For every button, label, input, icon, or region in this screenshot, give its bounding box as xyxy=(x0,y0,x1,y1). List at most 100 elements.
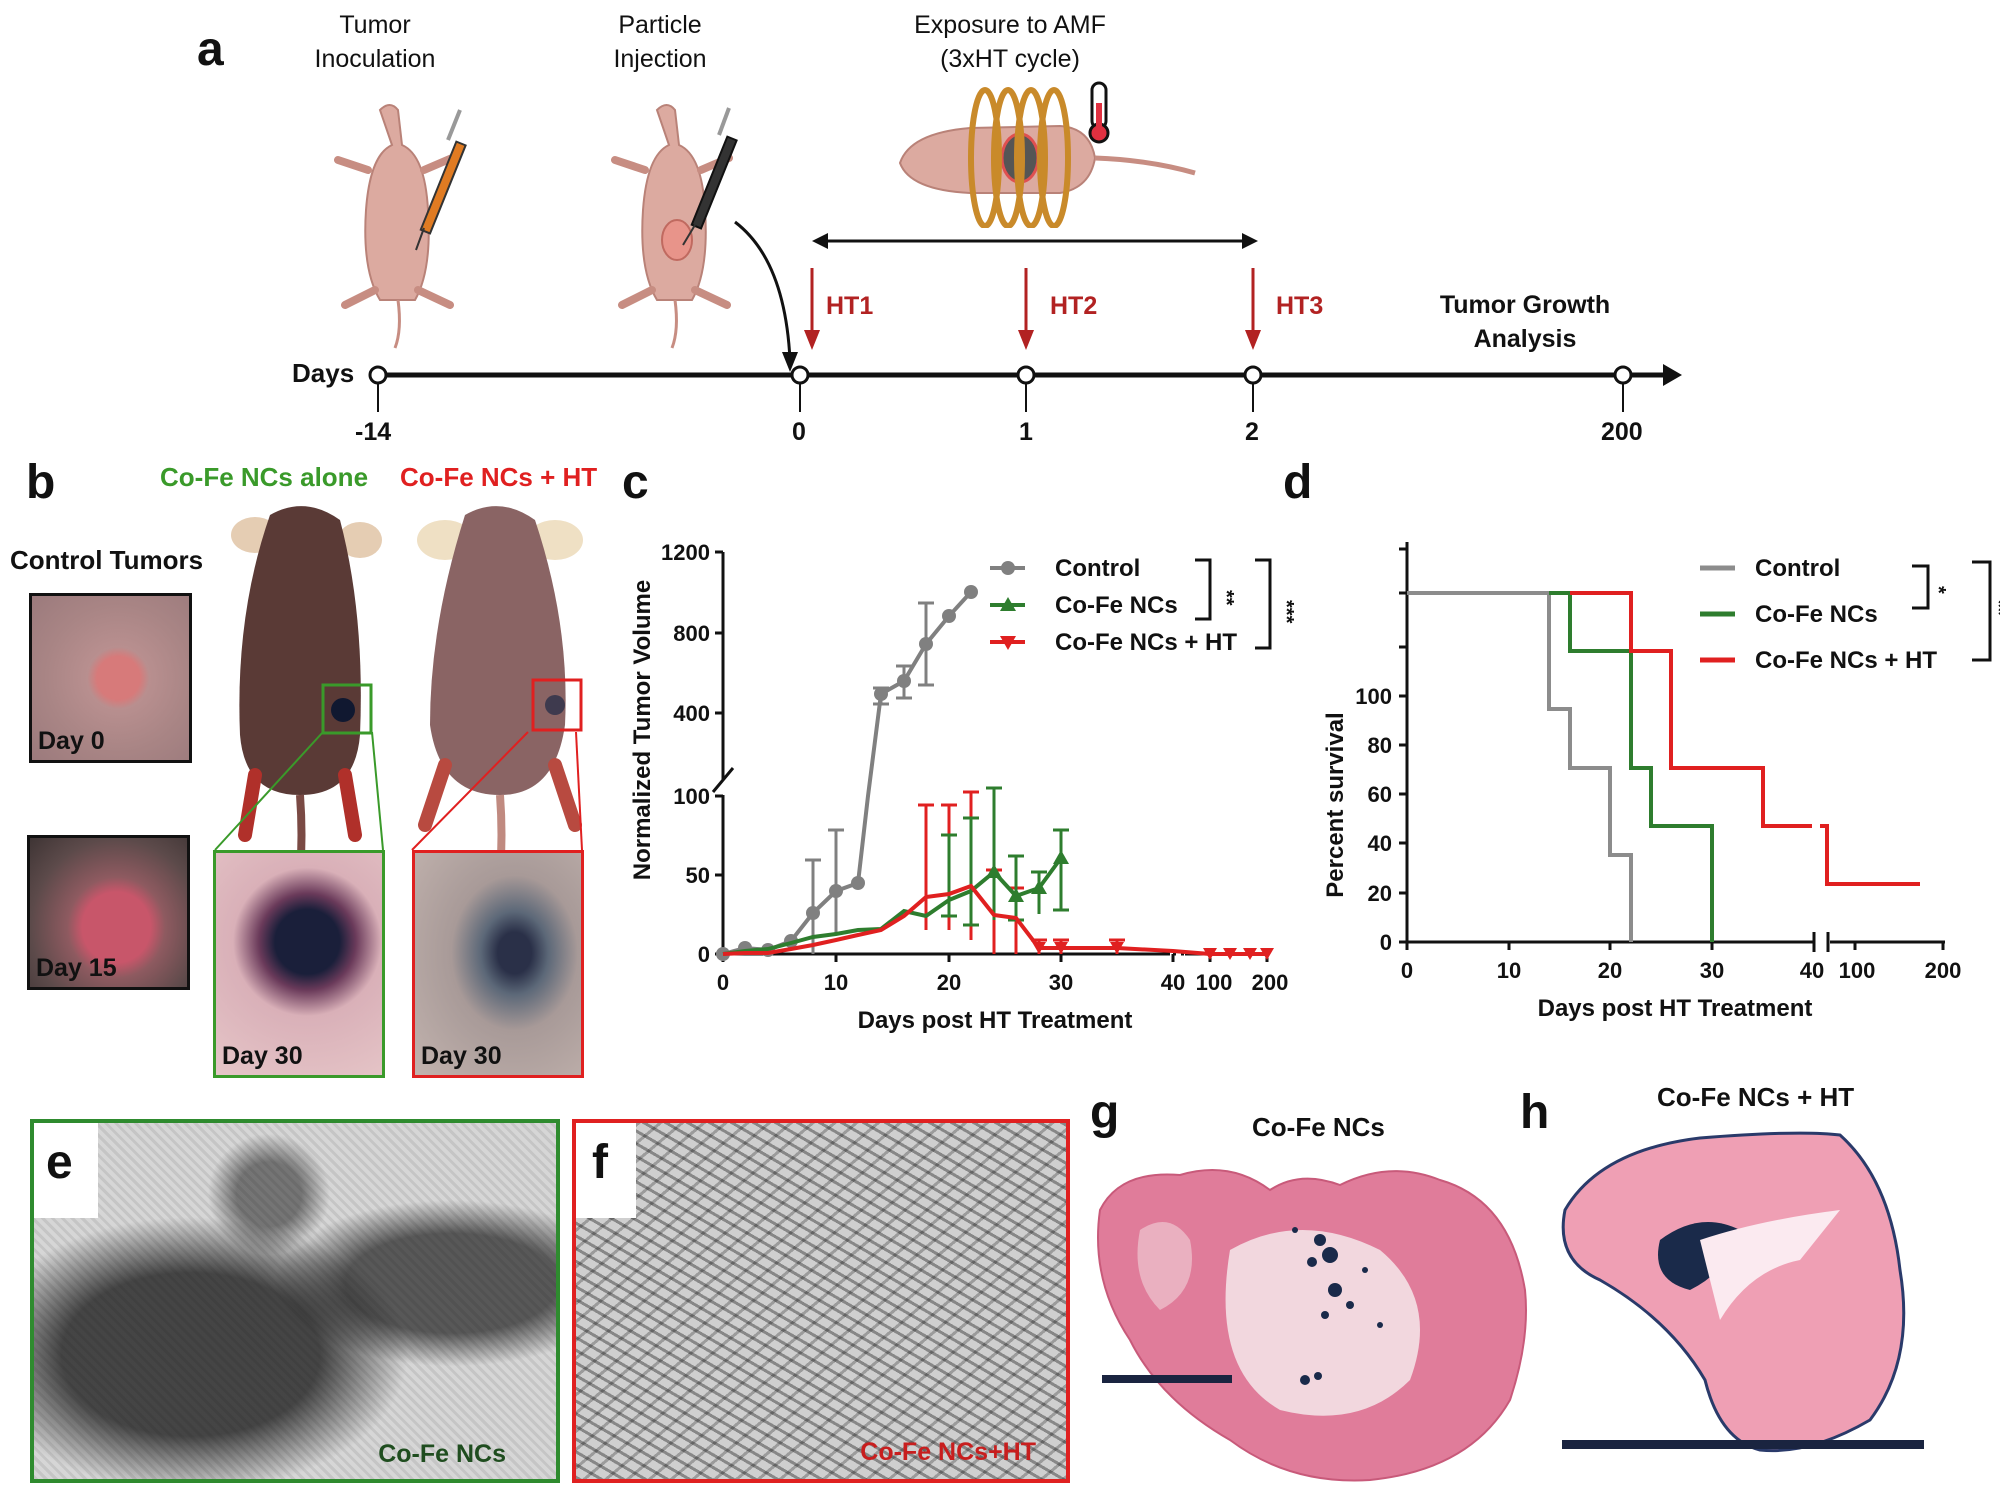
mouse-syringe-black-illustration xyxy=(611,104,738,349)
ht-marker-label: HT3 xyxy=(1276,292,1324,320)
x-tick-label: 200 xyxy=(1925,958,1962,983)
tumor-alone-day30-photo: Day 30 xyxy=(213,850,385,1078)
tem-caption: Co-Fe NCs+HT xyxy=(860,1438,1036,1466)
tem-image-cofe-ht: f Co-Fe NCs+HT xyxy=(572,1119,1070,1483)
panel-g-title: Co-Fe NCs xyxy=(1252,1112,1385,1142)
y-axis-label: Normalized Tumor Volume xyxy=(629,580,656,880)
timeline-tick-label: 0 xyxy=(792,418,806,446)
mouse-in-coil-illustration xyxy=(898,81,1196,228)
step-label-line2: Inoculation xyxy=(314,45,436,73)
step-label-line1: Tumor xyxy=(339,11,411,39)
analysis-line1: Tumor Growth xyxy=(1439,291,1611,319)
treatment-timeline xyxy=(368,220,1682,412)
mouse-syringe-orange-illustration xyxy=(334,104,467,349)
x-axis-label: Days post HT Treatment xyxy=(858,1007,1133,1034)
y-tick-label: 100 xyxy=(1355,684,1392,709)
mouse-photo-alone xyxy=(231,506,382,875)
series-cofe-ht-step-tail xyxy=(1820,824,1920,886)
series-cofe-ht-step xyxy=(1570,591,1812,828)
x-tick-label: 0 xyxy=(1401,958,1413,983)
mouse-photo-ht xyxy=(417,506,583,875)
x-tick-label: 10 xyxy=(1497,958,1521,983)
legend-label: Co-Fe NCs xyxy=(1055,592,1178,619)
panel-a-letter: a xyxy=(197,23,224,76)
y-axis-label: Percent survival xyxy=(1322,712,1349,897)
step-label-line2: Injection xyxy=(613,45,707,73)
series-control-line xyxy=(722,590,973,956)
step-particle-injection: Particle Injection xyxy=(575,8,745,76)
x-tick-label: 20 xyxy=(937,970,961,995)
y-tick-label: 400 xyxy=(673,701,710,726)
timeline-tick-label: 1 xyxy=(1019,418,1033,446)
tumor-growth-analysis-label: Tumor Growth Analysis xyxy=(1420,288,1630,356)
y-tick-label: 0 xyxy=(1380,930,1392,955)
timeline-tick-label: 2 xyxy=(1245,418,1259,446)
significance-label: *** xyxy=(1275,600,1297,624)
y-tick-label: 60 xyxy=(1368,782,1392,807)
x-tick-label: 0 xyxy=(717,970,729,995)
panel-h-title: Co-Fe NCs + HT xyxy=(1657,1082,1855,1112)
panel-f-letter-box: f xyxy=(576,1123,636,1218)
control-tumor-day0-photo: Day 0 xyxy=(29,593,192,763)
y-tick-label: 1200 xyxy=(661,540,710,565)
x-tick-label: 40 xyxy=(1800,958,1824,983)
series-cofe-line xyxy=(722,856,1063,956)
y-tick-label: 40 xyxy=(1368,831,1392,856)
survival-chart: Percent survival 0 20 40 60 80 100 0 10 … xyxy=(1322,542,2000,1022)
panel-b-title-alone: Co-Fe NCs alone xyxy=(160,462,369,492)
panel-b-letter: b xyxy=(26,456,56,509)
legend-label: Co-Fe NCs + HT xyxy=(1055,629,1237,656)
legend-label: Control xyxy=(1755,555,1840,582)
x-axis-label: Days post HT Treatment xyxy=(1538,995,1813,1022)
legend-label: Control xyxy=(1055,555,1140,582)
y-tick-label: 0 xyxy=(698,942,710,967)
y-tick-label: 100 xyxy=(673,784,710,809)
timeline-tick-label: 200 xyxy=(1601,418,1643,446)
x-tick-label: 20 xyxy=(1598,958,1622,983)
step-label-line2: (3xHT cycle) xyxy=(940,45,1080,73)
tem-caption: Co-Fe NCs xyxy=(378,1440,506,1468)
panel-g-letter: g xyxy=(1090,1086,1120,1139)
histology-section-cofe-ht xyxy=(1561,1131,1924,1453)
timeline-days-label: Days xyxy=(292,358,355,388)
photo-caption: Day 15 xyxy=(36,954,117,982)
histology-section-cofe xyxy=(1097,1169,1527,1482)
panel-e-letter: e xyxy=(46,1136,73,1189)
significance-label: ** xyxy=(1987,600,2000,616)
step-amf-exposure: Exposure to AMF (3xHT cycle) xyxy=(880,8,1140,76)
legend-label: Co-Fe NCs + HT xyxy=(1755,647,1937,674)
photo-caption: Day 0 xyxy=(38,727,105,755)
panel-f-letter: f xyxy=(592,1136,608,1189)
photo-caption: Day 30 xyxy=(421,1042,502,1070)
x-tick-label: 100 xyxy=(1196,970,1233,995)
x-tick-label: 30 xyxy=(1049,970,1073,995)
zoom-connector-lines xyxy=(214,731,583,851)
tumor-volume-chart: Normalized Tumor Volume 1200 800 400 100… xyxy=(629,540,1297,1034)
series-cofe-ht-line xyxy=(722,883,1267,956)
control-tumor-day15-photo: Day 15 xyxy=(27,835,190,990)
significance-label: * xyxy=(1927,586,1949,594)
ht-marker-label: HT1 xyxy=(826,292,874,320)
x-tick-label: 40 xyxy=(1161,970,1185,995)
legend-label: Co-Fe NCs xyxy=(1755,601,1878,628)
panel-b-title-ht: Co-Fe NCs + HT xyxy=(400,462,598,492)
y-tick-label: 20 xyxy=(1368,881,1392,906)
panel-h-letter: h xyxy=(1520,1086,1550,1139)
y-tick-label: 50 xyxy=(686,863,710,888)
panel-d-letter: d xyxy=(1283,456,1313,509)
ht-marker-label: HT2 xyxy=(1050,292,1098,320)
panel-b-title-control: Control Tumors xyxy=(10,545,204,575)
y-tick-label: 800 xyxy=(673,621,710,646)
step-tumor-inoculation: Tumor Inoculation xyxy=(290,8,460,76)
tumor-ht-day30-photo: Day 30 xyxy=(412,850,584,1078)
timeline-tick-label: -14 xyxy=(355,418,392,446)
step-label-line1: Particle xyxy=(618,11,702,39)
x-tick-label: 200 xyxy=(1252,970,1289,995)
panel-e-letter-box: e xyxy=(34,1123,98,1218)
chart-c-legend: Control Co-Fe NCs Co-Fe NCs + HT xyxy=(990,555,1237,656)
photo-caption: Day 30 xyxy=(222,1042,303,1070)
series-control-step xyxy=(1407,591,1633,942)
series-cofe-step xyxy=(1549,591,1714,942)
x-tick-label: 10 xyxy=(824,970,848,995)
tem-image-cofe: e Co-Fe NCs xyxy=(30,1119,560,1483)
